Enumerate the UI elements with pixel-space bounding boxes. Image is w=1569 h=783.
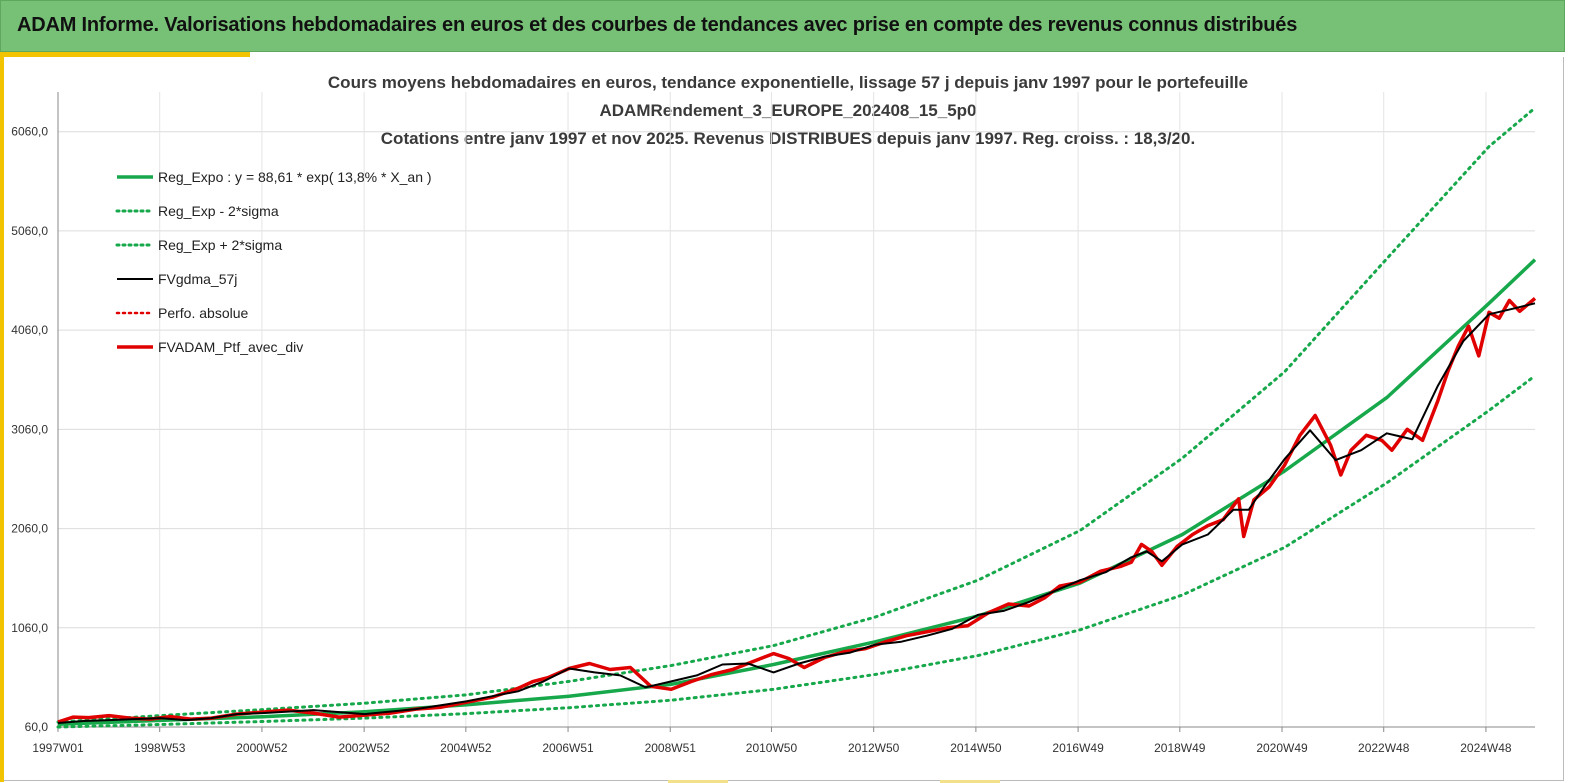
grid [57,92,1535,728]
accent-left-border [0,52,4,782]
footer-accent [668,780,728,783]
x-tick-label: 2024W48 [1460,741,1512,755]
series-line [57,297,1537,724]
y-tick-label: 4060,0 [11,323,48,337]
y-axis: 60,0 1060,0 2060,0 3060,0 4060,0 5060,0 6060,0 [11,92,59,734]
x-tick-label: 2016W49 [1052,741,1104,755]
chart-title-line-3: Cotations entre janv 1997 et nov 2025. R… [381,129,1195,148]
x-tick-label: 2010W50 [746,741,798,755]
series-line [56,374,1537,729]
footer-accent [940,780,1000,783]
y-tick-label: 2060,0 [11,522,48,536]
x-tick-label: 2018W49 [1154,741,1206,755]
x-tick-label: 1997W01 [32,741,84,755]
x-tick-label: 2012W50 [848,741,900,755]
y-tick-label: 6060,0 [11,125,48,139]
y-tick-label: 1060,0 [11,621,48,635]
x-tick-label: 2006W51 [542,741,594,755]
legend-label: FVADAM_Ptf_avec_div [158,339,303,355]
series-line [57,302,1536,724]
series-group [56,106,1537,729]
legend: Reg_Expo : y = 88,61 * exp( 13,8% * X_an… [115,169,432,355]
x-tick-label: 2020W49 [1256,741,1308,755]
x-tick-label: 2002W52 [338,741,390,755]
x-axis: 1997W01 1998W53 2000W52 2002W52 2004W52 2006W… [32,726,1535,755]
chart-title: Cours moyens hebdomadaires en euros, ten… [328,73,1248,148]
x-tick-label: 2008W51 [645,741,697,755]
legend-label: Reg_Exp - 2*sigma [158,203,279,219]
y-tick-label: 60,0 [25,720,49,734]
chart-frame [4,57,1564,781]
chart-title-line-1: Cours moyens hebdomadaires en euros, ten… [328,73,1248,92]
header-banner: ADAM Informe. Valorisations hebdomadaire… [0,0,1565,52]
series-line [57,258,1537,726]
legend-label: Reg_Exp + 2*sigma [158,237,282,253]
x-tick-label: 2014W50 [950,741,1002,755]
x-tick-label: 2000W52 [236,741,288,755]
legend-label: Perfo. absolue [158,305,248,321]
x-tick-label: 2004W52 [440,741,492,755]
accent-bar [0,52,250,57]
x-tick-label: 2022W48 [1358,741,1410,755]
y-tick-label: 5060,0 [11,224,48,238]
x-tick-label: 1998W53 [134,741,186,755]
legend-label: FVgdma_57j [158,271,237,287]
chart-title-line-2: ADAMRendement_3_EUROPE_202408_15_5p0 [599,101,976,120]
legend-label: Reg_Expo : y = 88,61 * exp( 13,8% * X_an… [158,169,432,185]
y-tick-label: 3060,0 [11,422,48,436]
banner-title: ADAM Informe. Valorisations hebdomadaire… [17,14,1298,36]
